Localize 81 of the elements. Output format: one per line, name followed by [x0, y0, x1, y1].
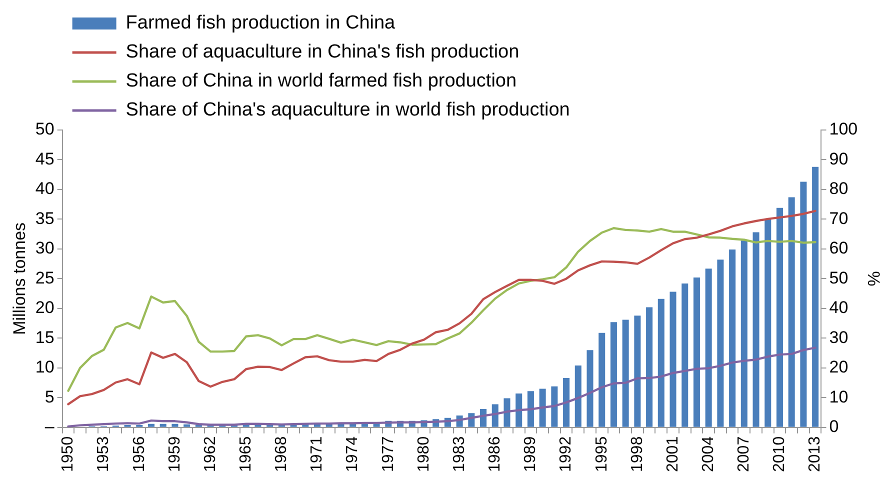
bar	[752, 232, 760, 427]
x-tick-label: 2013	[806, 436, 824, 472]
bar	[729, 250, 736, 427]
y-tick-label: 20	[35, 298, 54, 318]
x-tick-label: 1950	[60, 436, 77, 472]
x-tick-label: 1953	[95, 436, 112, 472]
y-tick-label: 5	[44, 387, 54, 406]
x-tick-label: 1959	[166, 436, 184, 472]
x-tick-label: 1995	[593, 436, 610, 472]
bar	[516, 394, 522, 427]
y-tick-label: 35	[35, 208, 54, 228]
x-tick-label: 1965	[238, 436, 255, 472]
legend-label: Share of China in world farmed fish production	[126, 70, 517, 92]
bar	[646, 307, 653, 427]
x-tick-label: 1983	[450, 436, 468, 472]
bar	[634, 316, 641, 427]
y2-tick-label: 90	[829, 149, 848, 168]
bar	[812, 166, 819, 427]
y2-tick-label: 70	[829, 208, 848, 228]
bar	[670, 292, 676, 427]
y2-axis-title: %	[864, 271, 884, 286]
bar	[184, 424, 190, 427]
bar	[610, 322, 617, 427]
x-tick-label: 1998	[628, 436, 646, 472]
x-tick-label: 1956	[130, 436, 148, 472]
x-tick-label: 1986	[486, 436, 504, 472]
bar	[800, 182, 807, 427]
y-tick-label: 50	[35, 120, 54, 139]
bar	[776, 208, 783, 427]
y2-tick-label: 100	[829, 120, 858, 139]
y2-tick-label: 60	[829, 238, 848, 258]
bar	[717, 260, 724, 427]
y-tick-label: –	[44, 417, 55, 436]
bar	[160, 424, 166, 427]
x-tick-label: 2004	[700, 436, 717, 472]
y2-tick-label: 20	[829, 358, 848, 377]
bar	[658, 298, 664, 427]
x-tick-label: 2001	[664, 436, 682, 472]
bar	[586, 350, 594, 427]
x-tick-label: 1980	[415, 436, 432, 472]
bar	[740, 240, 748, 427]
y-tick-label: 45	[35, 149, 54, 168]
legend-label: Share of China's aquaculture in world fish production	[126, 100, 570, 121]
x-tick-label: 1977	[380, 436, 397, 472]
legend-label: Share of aquaculture in China's fish production	[126, 42, 520, 63]
bar	[788, 197, 795, 427]
x-tick-label: 1962	[202, 436, 219, 472]
y-tick-label: 25	[35, 268, 54, 288]
y2-tick-label: 40	[829, 298, 848, 318]
bar	[563, 378, 570, 427]
bar	[148, 424, 155, 427]
x-tick-label: 1992	[558, 436, 575, 472]
bar	[527, 391, 534, 427]
bar	[574, 366, 582, 427]
bar	[172, 424, 178, 427]
y-tick-label: 30	[35, 238, 54, 258]
x-tick-label: 1989	[522, 436, 540, 472]
bar	[551, 386, 558, 427]
legend-label: Farmed fish production in China	[126, 12, 396, 34]
y-axis-title: Millions tonnes	[10, 222, 29, 335]
bar	[682, 283, 688, 427]
y2-tick-label: 50	[829, 268, 848, 288]
y2-tick-label: 30	[829, 328, 848, 347]
x-tick-label: 1968	[273, 436, 290, 472]
x-tick-label: 2007	[736, 436, 753, 472]
bar	[539, 388, 546, 427]
x-tick-label: 1974	[344, 436, 362, 472]
y-tick-label: 15	[35, 328, 54, 347]
bar	[764, 219, 772, 427]
y2-tick-label: 0	[829, 417, 839, 436]
x-tick-label: 1971	[308, 436, 326, 472]
bar	[705, 268, 712, 427]
bar	[693, 278, 700, 427]
x-tick-label: 2010	[771, 436, 788, 472]
y2-tick-label: 10	[829, 387, 848, 406]
bar	[504, 398, 510, 427]
bar	[622, 320, 629, 427]
y-tick-label: 40	[35, 179, 54, 198]
bar	[598, 332, 606, 427]
y-tick-label: 10	[35, 358, 54, 377]
y2-tick-label: 80	[829, 179, 848, 198]
